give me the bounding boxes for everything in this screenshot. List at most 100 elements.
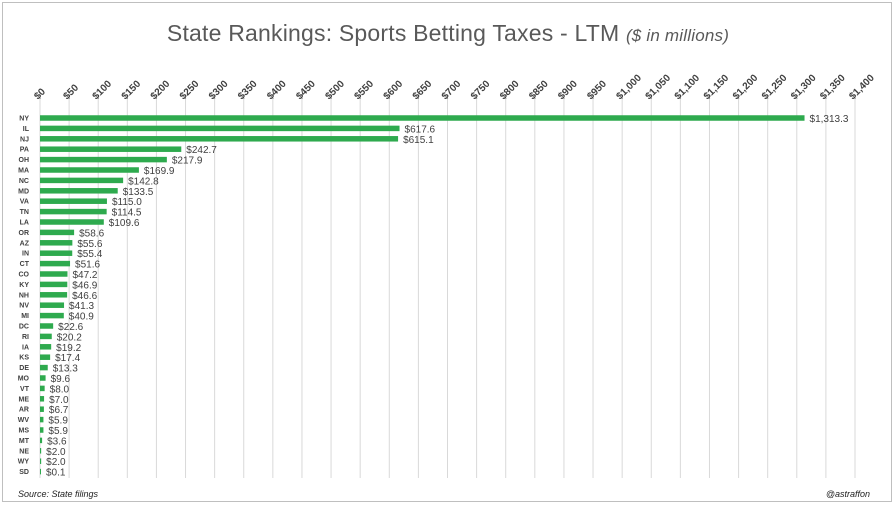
category-label: MI: [21, 313, 29, 320]
category-label: IN: [22, 251, 29, 258]
bar-tn: [40, 208, 107, 215]
author-handle: @astraffon: [825, 489, 870, 499]
value-label: $217.9: [172, 156, 203, 167]
category-label: MS: [19, 428, 30, 435]
category-label: ME: [19, 396, 30, 403]
bar-me: [40, 396, 45, 402]
bar-wy: [40, 458, 42, 464]
category-label: MT: [19, 438, 30, 445]
bar-ne: [40, 448, 42, 454]
bar-md: [40, 188, 118, 194]
bar-pa: [40, 146, 182, 152]
value-label: $58.6: [79, 228, 104, 239]
category-label: CT: [20, 261, 30, 268]
value-label: $115.0: [112, 197, 142, 208]
x-tick-label: $300: [207, 78, 231, 102]
x-tick-label: $0: [32, 86, 48, 102]
category-label: IA: [22, 344, 29, 351]
value-label: $1,313.3: [810, 114, 849, 125]
value-label: $20.2: [57, 332, 82, 343]
bar-va: [40, 198, 107, 204]
bar-mt: [40, 437, 43, 444]
x-tick-labels: $0 $50 $100 $150 $200 $250 $300 $350 $400 $450 $50…: [32, 72, 877, 102]
bar-nj: [40, 136, 399, 142]
bar-ia: [40, 344, 52, 350]
x-tick-label: $400: [265, 78, 289, 102]
x-tick-label: $250: [178, 78, 202, 102]
category-label: KS: [19, 355, 29, 362]
source-note: Source: State filings: [18, 489, 99, 499]
bar-sd: [40, 468, 41, 475]
x-tick-label: $150: [120, 78, 144, 102]
bar-nc: [40, 177, 124, 184]
bar-nh: [40, 292, 68, 298]
value-label: $142.8: [128, 176, 159, 187]
value-label: $133.5: [123, 187, 154, 198]
category-label: KY: [19, 282, 29, 289]
x-tick-label: $450: [294, 78, 318, 102]
bar-ms: [40, 427, 44, 433]
bar-ny: [40, 115, 805, 121]
chart-title-main: State Rankings: Sports Betting Taxes - L…: [166, 20, 620, 46]
value-label: $51.6: [75, 260, 100, 271]
bar-ky: [40, 281, 68, 288]
bar-az: [40, 240, 73, 246]
value-label: $5.9: [48, 426, 68, 437]
category-label: VA: [20, 199, 29, 206]
value-label: $2.0: [46, 447, 66, 458]
value-label: $5.9: [48, 416, 68, 427]
category-label: SD: [19, 469, 29, 476]
category-label: VT: [20, 386, 30, 393]
category-label: DC: [19, 324, 29, 331]
x-tick-label: $950: [585, 78, 609, 102]
bar-dc: [40, 323, 54, 329]
x-tick-label: $900: [556, 78, 580, 102]
category-label: MA: [18, 168, 29, 175]
x-tick-label: $350: [236, 78, 260, 102]
bar-il: [40, 125, 400, 132]
bar-la: [40, 219, 104, 225]
category-label: NJ: [20, 136, 29, 143]
x-tick-label: $100: [91, 78, 115, 102]
bar-oh: [40, 156, 167, 163]
bars: [40, 115, 805, 475]
value-labels: $1,313.3$617.6$615.1$242.7$217.9$169.9$1…: [46, 114, 849, 479]
value-label: $2.0: [46, 457, 66, 468]
x-tick-label: $50: [61, 82, 81, 102]
x-tick-label: $750: [469, 78, 493, 102]
category-label: WY: [18, 459, 30, 466]
category-label: MD: [18, 188, 29, 195]
category-label: OR: [19, 230, 30, 237]
value-label: $46.9: [72, 280, 97, 291]
category-label: NH: [19, 292, 29, 299]
x-tick-label: $1,000: [614, 72, 644, 102]
category-label: NC: [19, 178, 29, 185]
bar-in: [40, 250, 73, 256]
bar-ar: [40, 406, 44, 412]
x-tick-label: $500: [323, 78, 347, 102]
value-label: $55.6: [77, 239, 102, 250]
category-label: NV: [19, 303, 29, 310]
category-label: RI: [22, 334, 29, 341]
bar-ma: [40, 167, 139, 173]
x-tick-label: $850: [527, 78, 551, 102]
x-tick-label: $1,350: [818, 72, 848, 102]
x-tick-label: $600: [382, 78, 406, 102]
value-label: $55.4: [77, 249, 102, 260]
value-label: $22.6: [58, 322, 83, 333]
value-label: $17.4: [55, 353, 80, 364]
value-label: $617.6: [405, 124, 436, 135]
chart-title-sub: ($ in millions): [625, 26, 730, 45]
x-tick-label: $1,200: [731, 72, 761, 102]
bar-mo: [40, 375, 46, 381]
category-label: DE: [19, 365, 29, 372]
category-label: NY: [19, 116, 29, 123]
value-label: $7.0: [49, 395, 69, 406]
x-tick-label: $550: [353, 78, 377, 102]
value-label: $41.3: [69, 301, 94, 312]
bar-or: [40, 229, 75, 236]
value-label: $109.6: [109, 218, 140, 229]
value-label: $0.1: [46, 468, 66, 479]
category-label: AR: [19, 407, 29, 414]
